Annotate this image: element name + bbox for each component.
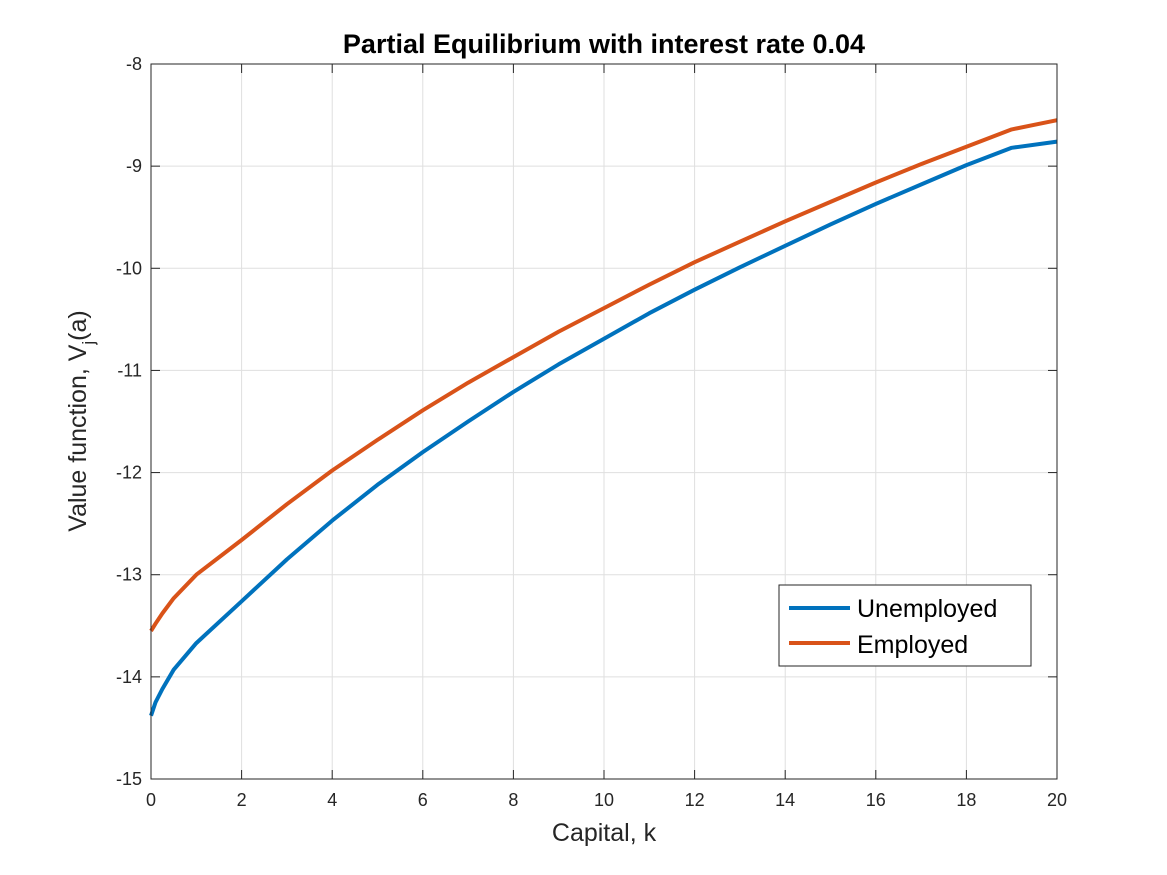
y-tick-label: -11: [117, 360, 142, 380]
y-tick-label: -14: [116, 667, 142, 687]
y-tick-label: -13: [116, 565, 142, 585]
x-tick-label: 10: [594, 790, 614, 810]
y-axis-label: Value function, Vj(a): [64, 310, 98, 532]
x-axis-label: Capital, k: [552, 819, 657, 847]
legend-box: [778, 584, 1032, 667]
chart-title: Partial Equilibrium with interest rate 0…: [343, 29, 865, 59]
legend-label-employed: Employed: [857, 631, 968, 659]
y-axis-label-tail: (a): [64, 310, 92, 341]
ticks: [150, 63, 1058, 780]
tick-labels: 0 2 4 6 8 10 12 14 16 18 20 -15 -14 -13 -12 -11 -10 -9 -8: [116, 54, 1067, 810]
x-tick-label: 6: [418, 790, 428, 810]
legend: Unemployed Employed: [778, 584, 1032, 667]
y-tick-label: -15: [116, 769, 142, 789]
series-line-employed: [149, 118, 1058, 632]
y-tick-label: -10: [116, 258, 142, 278]
y-tick-label: -12: [116, 463, 142, 483]
series-layer: [149, 118, 1058, 717]
y-axis-label-main: Value function, V: [64, 344, 92, 531]
x-tick-label: 14: [775, 790, 795, 810]
x-tick-label: 8: [508, 790, 518, 810]
legend-label-unemployed: Unemployed: [857, 595, 997, 623]
y-tick-label: -8: [126, 54, 142, 74]
x-tick-label: 18: [956, 790, 976, 810]
x-tick-label: 0: [146, 790, 156, 810]
x-tick-label: 20: [1047, 790, 1067, 810]
x-tick-label: 12: [685, 790, 705, 810]
x-tick-label: 16: [866, 790, 886, 810]
series-line-unemployed: [149, 139, 1058, 717]
x-tick-label: 2: [237, 790, 247, 810]
x-tick-label: 4: [327, 790, 337, 810]
y-tick-label: -9: [126, 156, 142, 176]
y-axis-label-subscript: j: [79, 341, 98, 346]
